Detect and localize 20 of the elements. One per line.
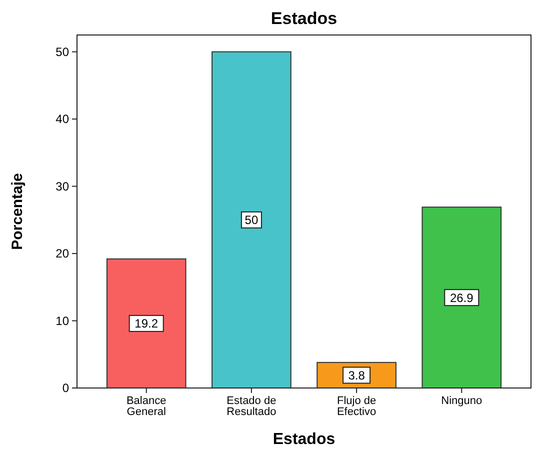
data-label: 19.2 — [134, 316, 158, 331]
x-tick-label: Ninguno — [441, 395, 482, 407]
x-tick-label: Flujo de Efectivo — [336, 395, 376, 418]
y-tick-label: 40 — [56, 112, 70, 126]
x-tick-label: Balance General — [126, 395, 166, 418]
y-tick-label: 20 — [56, 246, 70, 261]
x-axis-title: Estados — [272, 431, 336, 448]
x-tick-label: Estado de Resultado — [226, 395, 276, 418]
chart-title: Estados — [270, 9, 338, 28]
bar — [212, 51, 292, 388]
y-axis-title: Porcentaje — [9, 173, 26, 250]
bar — [422, 206, 502, 388]
y-tick-label: 10 — [56, 314, 70, 328]
y-tick-label: 30 — [56, 179, 70, 194]
data-label: 26.9 — [450, 290, 474, 305]
bar — [106, 258, 186, 388]
data-label: 50 — [244, 213, 258, 228]
data-label: 3.8 — [348, 368, 366, 382]
y-tick-label: 0 — [62, 381, 70, 396]
y-tick-label: 50 — [56, 45, 70, 60]
